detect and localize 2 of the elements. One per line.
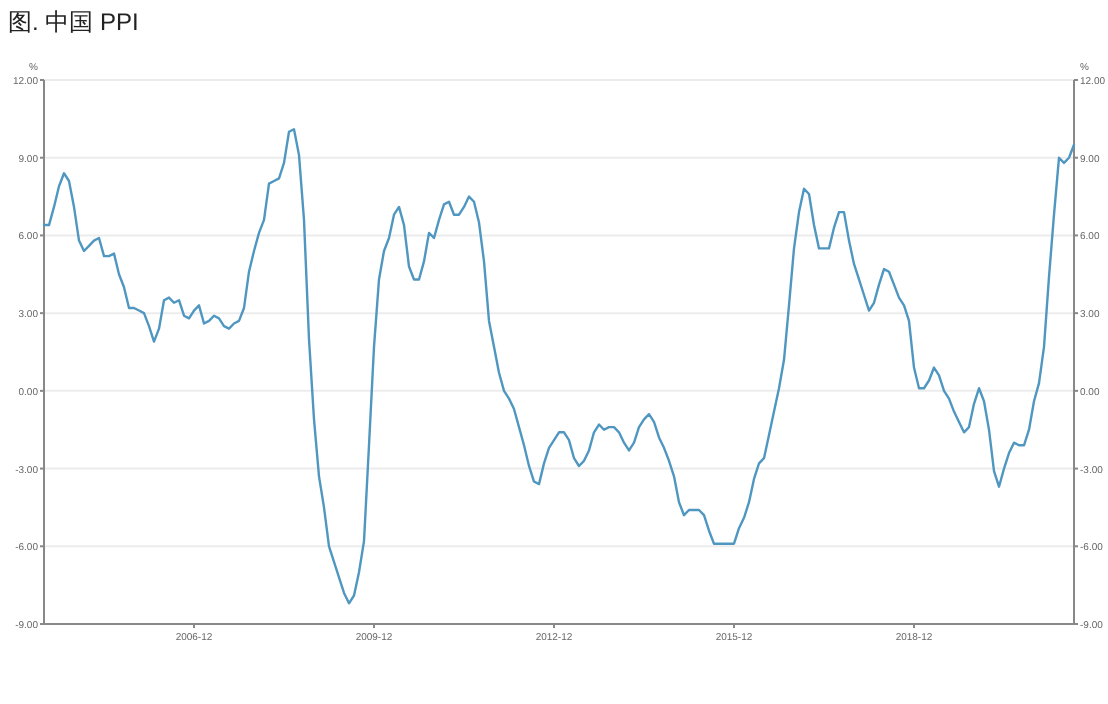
chart-title: 图. 中国 PPI (8, 8, 139, 36)
line-series (42, 128, 1076, 605)
